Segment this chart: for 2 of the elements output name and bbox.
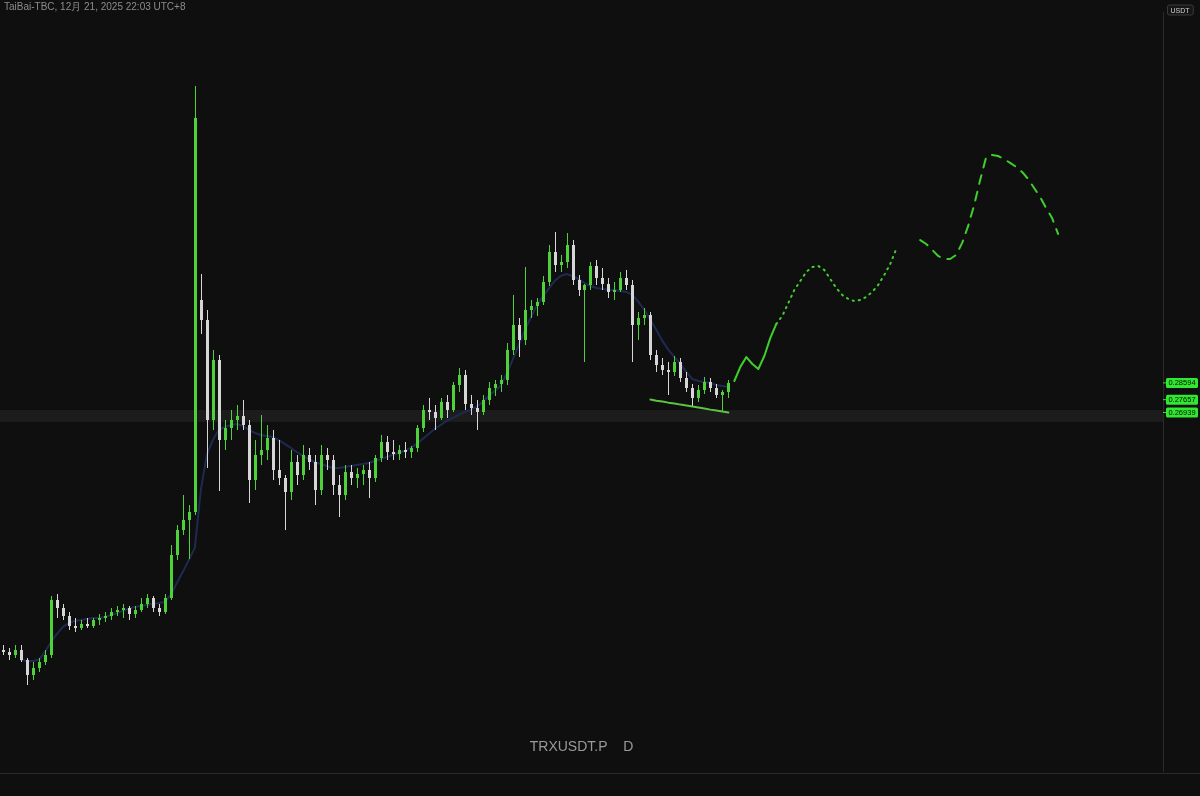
title: TRXUSDT.P D — [529, 738, 634, 754]
annotation: TaiBai-TBC, 12月 21, 2025 22:03 UTC+8 — [4, 0, 186, 12]
